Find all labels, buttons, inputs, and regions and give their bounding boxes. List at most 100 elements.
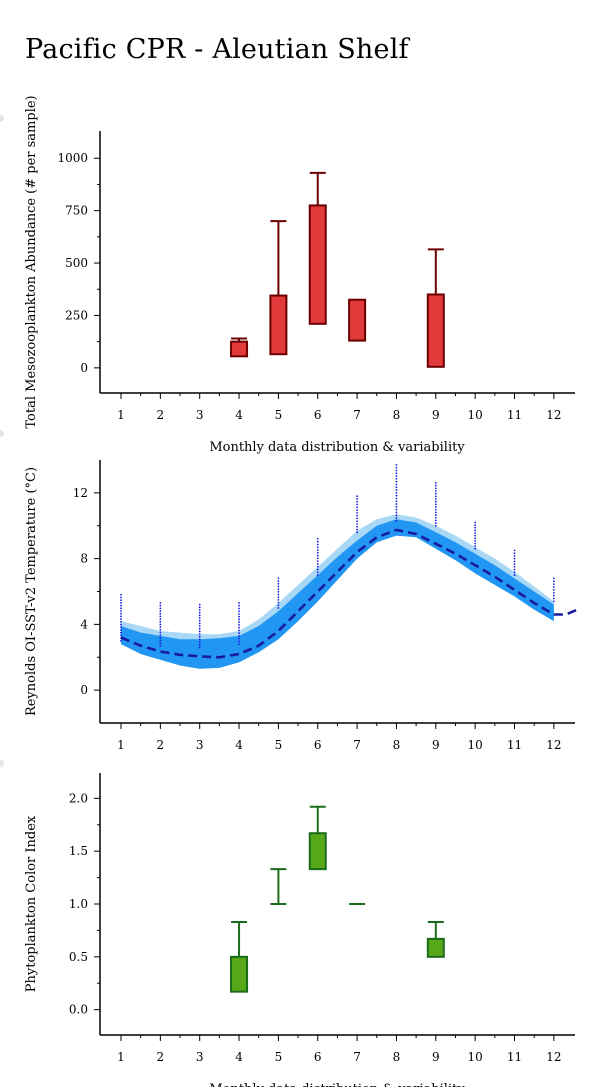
observation-dot (198, 625, 201, 627)
observation-dot (198, 646, 201, 649)
observation-dot (434, 508, 437, 511)
observation-dot (434, 503, 437, 506)
observation-dot (395, 511, 398, 514)
observation-dot (277, 582, 280, 585)
edge-marker (0, 430, 4, 437)
observation-dot (277, 580, 280, 582)
observation-dot (395, 469, 398, 472)
y-tick-label: 1000 (57, 151, 88, 165)
observation-dot (277, 577, 280, 580)
observation-dot (198, 638, 201, 641)
y-tick-label: 0.5 (69, 950, 88, 964)
observation-dot (395, 497, 398, 500)
y-axis-label: Phytoplankton Color Index (24, 815, 39, 992)
observation-dot (159, 620, 162, 623)
observation-dot (316, 563, 319, 565)
observation-dot (434, 492, 437, 495)
observation-dot (552, 588, 555, 591)
page-title: Pacific CPR - Aleutian Shelf (25, 34, 409, 65)
observation-dot (434, 514, 437, 516)
observation-dot (552, 586, 555, 588)
observation-dot (434, 516, 437, 519)
observation-dot (395, 472, 398, 475)
observation-dot (552, 597, 555, 600)
x-tick-label: 1 (117, 738, 125, 752)
observation-dot (395, 491, 398, 494)
observation-dot (316, 571, 319, 574)
box-rect (426, 293, 445, 368)
x-axis-label: Monthly data distribution & variability (209, 440, 465, 455)
x-tick-label: 2 (157, 1050, 165, 1064)
observation-dot (434, 498, 437, 500)
observation-dot (513, 571, 516, 574)
observation-dot (277, 585, 280, 588)
observation-dot (395, 480, 398, 483)
x-tick-label: 6 (314, 1050, 322, 1064)
observation-dot (159, 628, 162, 631)
observation-dot (316, 560, 319, 563)
observation-dot (198, 617, 201, 619)
observation-dot (238, 626, 240, 629)
observation-dot (159, 615, 162, 618)
observation-dot (395, 494, 398, 497)
x-tick-label: 5 (275, 1050, 283, 1064)
observation-dot (238, 613, 240, 615)
color-index-chart: 0.00.51.01.52.01 2 3 4 5 6 7 8 9 10 11 12Phytoplank… (24, 773, 575, 1087)
observation-dot (120, 599, 122, 602)
observation-dot (552, 580, 555, 583)
observation-dot (277, 598, 280, 601)
observation-dot (120, 620, 122, 623)
observation-dot (198, 611, 201, 614)
observation-dot (238, 604, 240, 607)
x-tick-label: 3 (196, 738, 204, 752)
observation-dot (474, 529, 477, 532)
observation-dot (120, 623, 122, 626)
observation-dot (277, 596, 280, 599)
observation-dot (552, 594, 555, 597)
observation-dot (474, 534, 477, 537)
observation-dot (513, 574, 516, 576)
box-rect (230, 955, 249, 993)
x-tick-label: 5 (275, 408, 283, 422)
observation-dot (316, 551, 319, 554)
observation-dot (395, 517, 398, 519)
observation-dot (513, 560, 516, 563)
observation-dot (159, 634, 162, 636)
observation-dot (159, 644, 162, 647)
observation-dot (198, 606, 201, 609)
observation-dot (316, 546, 319, 549)
x-tick-label: 8 (393, 1050, 401, 1064)
observation-dot (395, 475, 398, 478)
observation-dot (474, 545, 477, 548)
x-tick-label: 6 (314, 408, 322, 422)
x-tick-label: 9 (432, 1050, 440, 1064)
y-axis-label: Reynolds OI-SST-v2 Temperature (°C) (24, 467, 39, 716)
observation-dot (159, 636, 162, 639)
observation-dot (120, 596, 122, 599)
x-tick-label: 9 (432, 408, 440, 422)
observation-dot (316, 554, 319, 557)
observation-dot (198, 641, 201, 643)
observation-dot (277, 590, 280, 593)
y-tick-label: 250 (65, 308, 88, 322)
box-rect (348, 298, 367, 342)
observation-dot (238, 618, 240, 621)
x-tick-label: 6 (314, 738, 322, 752)
observation-dot (120, 639, 122, 642)
y-tick-label: 2.0 (69, 791, 88, 805)
observation-dot (159, 604, 162, 607)
observation-dot (552, 577, 555, 580)
observation-dot (395, 483, 398, 486)
observation-dot (434, 519, 437, 522)
observation-dot (356, 506, 358, 509)
observation-dot (513, 563, 516, 566)
observation-dot (356, 500, 358, 503)
observation-dot (120, 593, 122, 596)
observation-dot (434, 490, 437, 492)
y-tick-label: 8 (80, 552, 88, 566)
observation-dot (198, 619, 201, 622)
observation-dot (395, 508, 398, 511)
y-tick-label: 12 (73, 486, 88, 500)
y-tick-label: 500 (65, 256, 88, 270)
